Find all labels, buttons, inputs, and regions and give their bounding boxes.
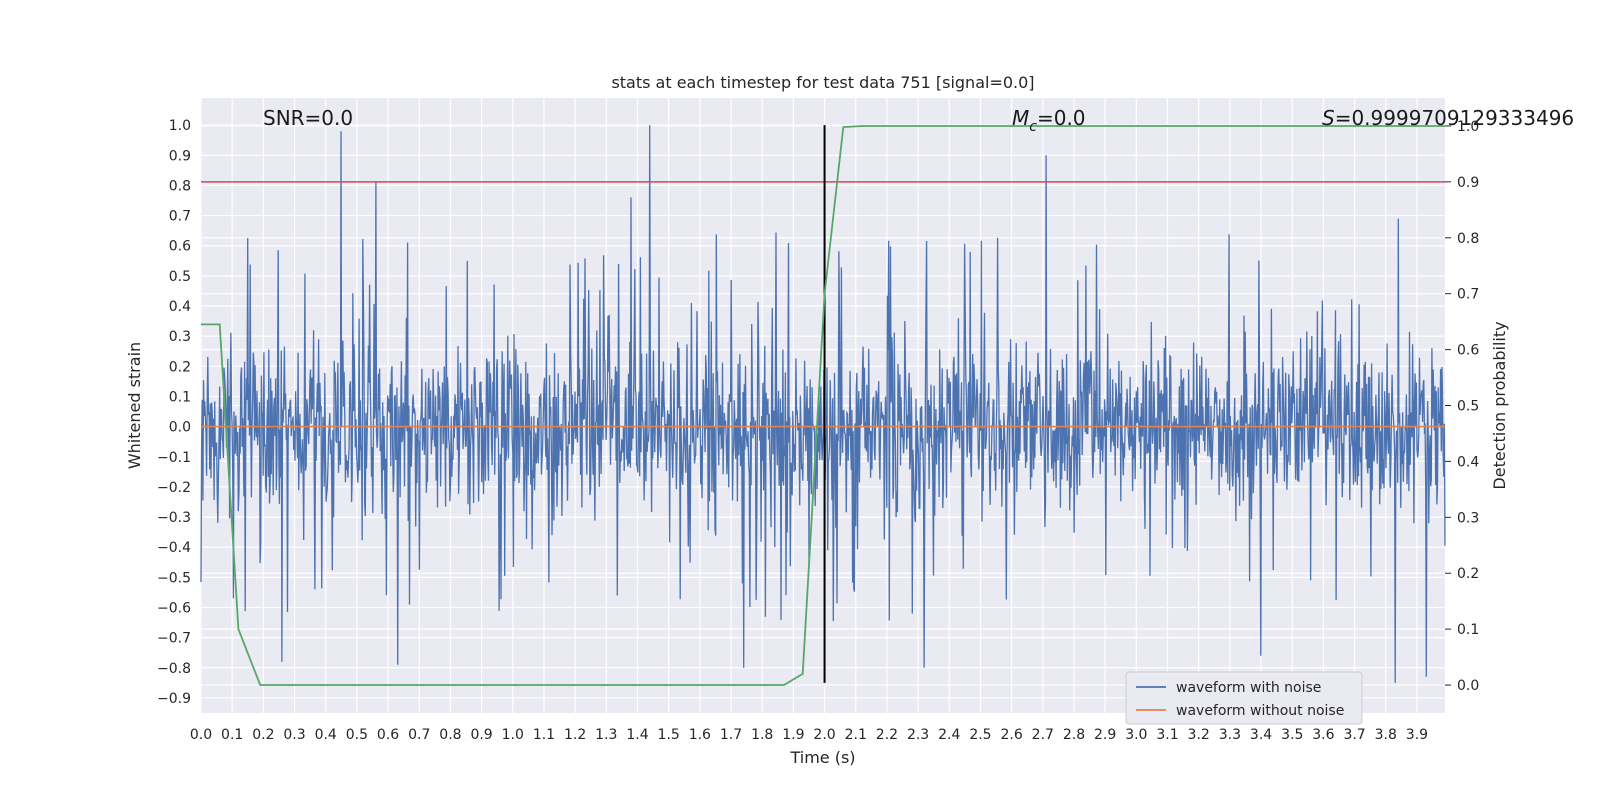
x-tick-label: 2.8 <box>1063 727 1085 743</box>
y-axis-label: Whitened strain <box>125 342 144 469</box>
y-tick-label: 0.2 <box>169 359 191 375</box>
y-tick-label: −0.2 <box>157 480 191 496</box>
series-detection-probability <box>201 125 1445 686</box>
legend: waveform with noise waveform without noi… <box>1125 671 1363 725</box>
x-tick-label: 0.1 <box>221 727 243 743</box>
y-tick-label: −0.6 <box>157 600 191 616</box>
y-right-tick-label: 0.9 <box>1457 175 1479 191</box>
x-tick-label: 0.8 <box>439 727 461 743</box>
x-tick-label: 2.4 <box>938 727 960 743</box>
y-tick-label: −0.5 <box>157 570 191 586</box>
x-tick-label: 1.4 <box>626 727 648 743</box>
annotation-s-symbol: S <box>1322 106 1335 130</box>
y-tick-label: −0.3 <box>157 510 191 526</box>
x-tick-label: 2.0 <box>813 727 835 743</box>
x-tick-label: 1.9 <box>782 727 804 743</box>
y-tick-label: −0.1 <box>157 450 191 466</box>
y-tick-label: 1.0 <box>169 118 191 134</box>
x-tick-label: 0.4 <box>315 727 337 743</box>
x-tick-label: 0.7 <box>408 727 430 743</box>
lines-layer <box>201 125 1445 686</box>
noise-series-layer <box>200 125 1446 683</box>
x-tick-label: 0.3 <box>283 727 305 743</box>
y-tick-label: 0.4 <box>169 299 191 315</box>
x-tick-label: 1.6 <box>689 727 711 743</box>
x-tick-label: 1.0 <box>502 727 524 743</box>
y-right-tick-label: 0.0 <box>1457 678 1479 694</box>
y-tick-label: 0.5 <box>169 269 191 285</box>
x-tick-label: 2.9 <box>1094 727 1116 743</box>
chart-title: stats at each timestep for test data 751… <box>611 73 1034 92</box>
x-tick-label: 1.1 <box>533 727 555 743</box>
y-tick-label: 0.9 <box>169 148 191 164</box>
x-tick-label: 3.1 <box>1156 727 1178 743</box>
y-tick-label: 0.1 <box>169 389 191 405</box>
y-tick-label: 0.7 <box>169 209 191 225</box>
legend-label-waveform-with-noise: waveform with noise <box>1176 680 1321 696</box>
x-tick-label: 3.4 <box>1250 727 1272 743</box>
y-tick-label: −0.8 <box>157 661 191 677</box>
series-waveform-with-noise <box>200 125 1446 683</box>
y-tick-label: −0.9 <box>157 691 191 707</box>
x-tick-label: 3.0 <box>1125 727 1147 743</box>
y-tick-label: 0.8 <box>169 178 191 194</box>
y-tick-label: −0.7 <box>157 631 191 647</box>
y-right-tick-label: 0.5 <box>1457 399 1479 415</box>
x-tick-label: 3.9 <box>1406 727 1428 743</box>
annotation-mc-symbol: M <box>1012 106 1029 130</box>
annotation-mc-value: =0.0 <box>1037 106 1086 130</box>
x-tick-label: 1.5 <box>658 727 680 743</box>
annotation-score: S=0.9999709129333496 <box>1322 106 1574 130</box>
x-tick-label: 2.5 <box>969 727 991 743</box>
x-tick-label: 0.6 <box>377 727 399 743</box>
x-tick-label: 1.2 <box>564 727 586 743</box>
x-tick-label: 2.6 <box>1000 727 1022 743</box>
legend-box <box>1125 671 1363 725</box>
legend-label-waveform-without-noise: waveform without noise <box>1176 703 1344 719</box>
x-tick-label: 1.3 <box>595 727 617 743</box>
x-tick-label: 1.8 <box>751 727 773 743</box>
x-tick-label: 3.7 <box>1343 727 1365 743</box>
x-axis-label: Time (s) <box>789 748 855 767</box>
x-tick-label: 0.0 <box>190 727 212 743</box>
y-tick-label: 0.6 <box>169 239 191 255</box>
y-right-tick-label: 0.3 <box>1457 510 1479 526</box>
y-tick-label: 0.3 <box>169 329 191 345</box>
x-tick-label: 2.7 <box>1032 727 1054 743</box>
x-tick-label: 2.2 <box>876 727 898 743</box>
y-tick-label: −0.4 <box>157 540 191 556</box>
y-right-tick-label: 0.7 <box>1457 287 1479 303</box>
y-right-tick-label: 0.1 <box>1457 622 1479 638</box>
x-tick-label: 3.8 <box>1375 727 1397 743</box>
annotation-snr: SNR=0.0 <box>263 106 353 130</box>
ticks-layer: 0.0 0.1 0.2 0.3 0.4 0.5 0.6 0.7 0.8 0.9 1.0 1.1 1.2 1… <box>157 118 1479 743</box>
annotation-chirp-mass: Mc=0.0 <box>1012 106 1086 135</box>
x-tick-label: 0.2 <box>252 727 274 743</box>
y-right-tick-label: 1.0 <box>1457 119 1479 135</box>
annotation-s-value: =0.9999709129333496 <box>1335 106 1574 130</box>
x-tick-label: 3.5 <box>1281 727 1303 743</box>
y-tick-label: 0.0 <box>169 420 191 436</box>
x-tick-label: 2.3 <box>907 727 929 743</box>
x-tick-label: 1.7 <box>720 727 742 743</box>
x-tick-label: 2.1 <box>845 727 867 743</box>
x-tick-label: 3.2 <box>1188 727 1210 743</box>
y-right-tick-label: 0.8 <box>1457 231 1479 247</box>
x-tick-label: 3.6 <box>1312 727 1334 743</box>
x-tick-label: 0.5 <box>346 727 368 743</box>
x-tick-label: 3.3 <box>1219 727 1241 743</box>
y-right-tick-label: 0.2 <box>1457 566 1479 582</box>
x-tick-label: 0.9 <box>470 727 492 743</box>
y-right-tick-label: 0.4 <box>1457 454 1479 470</box>
y-axis-right-label: Detection probability <box>1490 321 1509 489</box>
annotation-mc-subscript: c <box>1029 119 1037 135</box>
y-right-tick-label: 0.6 <box>1457 343 1479 359</box>
